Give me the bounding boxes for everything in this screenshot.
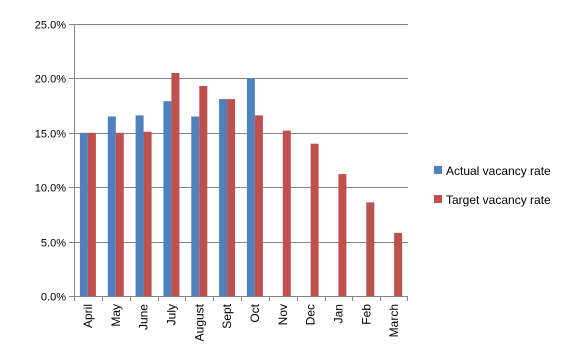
x-tick-label: Nov — [276, 304, 290, 325]
bar-target-vacancy-rate[interactable] — [254, 115, 263, 297]
bar-target-vacancy-rate[interactable] — [143, 131, 152, 296]
y-tick-label: 5.0% — [41, 238, 66, 250]
bar-actual-vacancy-rate[interactable] — [163, 101, 172, 296]
y-tick-label: 0.0% — [41, 292, 66, 304]
x-tick-label: Dec — [304, 304, 318, 325]
y-tick-label: 15.0% — [35, 129, 66, 141]
y-tick-label: 20.0% — [35, 74, 66, 86]
bar-target-vacancy-rate[interactable] — [171, 73, 180, 296]
y-tick-label: 25.0% — [35, 20, 66, 32]
bar-target-vacancy-rate[interactable] — [282, 130, 291, 296]
legend-swatch — [434, 166, 442, 174]
x-tick-label: April — [81, 304, 95, 328]
legend-swatch — [434, 195, 442, 203]
legend-label: Actual vacancy rate — [446, 164, 551, 178]
bar-target-vacancy-rate[interactable] — [366, 202, 375, 296]
x-tick-label: Oct — [248, 303, 262, 322]
x-tick-label: Jan — [331, 304, 345, 323]
x-tick-label: Feb — [359, 304, 373, 325]
bar-actual-vacancy-rate[interactable] — [79, 132, 88, 296]
bar-actual-vacancy-rate[interactable] — [191, 116, 200, 297]
legend[interactable]: Actual vacancy rate Target vacancy rate — [434, 164, 551, 207]
bar-target-vacancy-rate[interactable] — [199, 86, 208, 296]
legend-label: Target vacancy rate — [446, 193, 551, 207]
x-tick-label: June — [137, 304, 151, 330]
x-tick-label: March — [387, 304, 401, 337]
bar-target-vacancy-rate[interactable] — [394, 232, 403, 296]
plot-background — [74, 24, 408, 296]
plot-area: 0.0% 5.0% 10.0% 15.0% 20.0% 25.0% April May June… — [35, 20, 408, 341]
x-tick-label: Sept — [220, 303, 234, 328]
bar-target-vacancy-rate[interactable] — [310, 143, 319, 296]
bar-target-vacancy-rate[interactable] — [115, 132, 124, 296]
x-tick-label: July — [164, 304, 178, 325]
bar-target-vacancy-rate[interactable] — [338, 174, 347, 296]
y-tick-label: 10.0% — [35, 183, 66, 195]
bar-actual-vacancy-rate[interactable] — [135, 115, 144, 297]
bar-actual-vacancy-rate[interactable] — [107, 116, 116, 297]
bar-actual-vacancy-rate[interactable] — [246, 78, 255, 297]
x-tick-label: August — [192, 303, 206, 341]
bar-target-vacancy-rate[interactable] — [87, 132, 96, 296]
bar-actual-vacancy-rate[interactable] — [219, 99, 228, 296]
x-tick-label: May — [109, 304, 123, 327]
bar-target-vacancy-rate[interactable] — [227, 99, 236, 296]
